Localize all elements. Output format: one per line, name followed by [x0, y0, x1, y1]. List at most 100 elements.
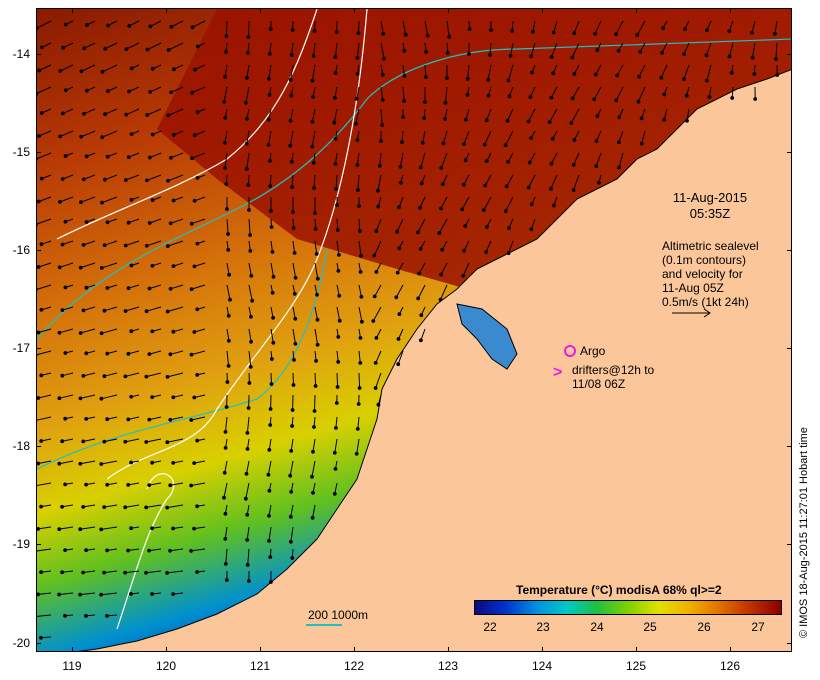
velocity-arrow	[101, 592, 118, 596]
velocity-arrow	[551, 42, 558, 58]
lon-tick-mark	[260, 8, 261, 13]
velocity-arrow-head	[247, 208, 251, 212]
sst-map-canvas	[37, 9, 791, 651]
velocity-arrow	[80, 196, 96, 203]
velocity-arrow	[246, 460, 250, 474]
velocity-arrow-head	[288, 514, 293, 519]
velocity-arrow	[595, 152, 602, 167]
velocity-arrow-head	[335, 203, 339, 207]
lon-tick-mark	[72, 647, 73, 652]
velocity-arrow	[81, 64, 96, 72]
velocity-arrow	[420, 328, 426, 341]
lon-tick-mark	[260, 647, 261, 652]
velocity-arrow-head	[377, 164, 382, 168]
velocity-arrow-head	[465, 93, 470, 97]
velocity-arrow	[292, 372, 294, 386]
temperature-colorbar	[474, 600, 782, 615]
velocity-arrow-head	[288, 143, 293, 148]
velocity-arrow-head	[357, 229, 362, 233]
depth-contour-legend-line	[306, 624, 342, 626]
velocity-arrow-head	[63, 219, 68, 224]
velocity-arrow	[149, 416, 162, 421]
velocity-arrow-head	[195, 570, 200, 574]
velocity-arrow-head	[129, 263, 134, 268]
velocity-arrow	[485, 240, 492, 253]
lat-tick-mark	[787, 54, 792, 55]
lon-tick-mark	[636, 8, 637, 13]
velocity-arrow-head	[189, 287, 194, 292]
velocity-arrow-head	[39, 373, 44, 378]
velocity-arrow-head	[171, 329, 176, 334]
velocity-arrow	[312, 438, 316, 452]
velocity-arrow-head	[192, 330, 197, 334]
velocity-arrow-head	[289, 489, 294, 494]
velocity-arrow-head	[462, 182, 466, 187]
velocity-arrow-head	[247, 381, 252, 385]
velocity-arrow-head	[505, 118, 510, 123]
velocity-arrow-head	[145, 47, 150, 52]
velocity-arrow-head	[148, 24, 153, 29]
velocity-arrow	[313, 174, 316, 189]
velocity-arrow-head	[486, 77, 491, 82]
velocity-arrow	[146, 372, 162, 378]
velocity-arrow-head	[508, 53, 513, 58]
lat-tick-mark	[787, 446, 792, 447]
velocity-arrow	[420, 152, 426, 168]
velocity-arrow	[149, 86, 162, 93]
velocity-arrow-head	[249, 314, 253, 319]
velocity-arrow-head	[225, 578, 229, 582]
velocity-arrow-head	[397, 246, 402, 251]
velocity-arrow	[38, 526, 52, 530]
argo-label: Argo	[580, 344, 606, 358]
velocity-arrow	[226, 218, 229, 235]
velocity-arrow	[146, 438, 162, 443]
velocity-arrow-head	[727, 54, 732, 59]
velocity-arrow	[246, 416, 250, 433]
velocity-arrow	[146, 570, 162, 574]
velocity-arrow	[573, 152, 580, 166]
velocity-arrow	[270, 262, 274, 277]
velocity-arrow-head	[193, 67, 197, 72]
velocity-arrow-head	[165, 309, 170, 314]
velocity-arrow-head	[99, 266, 104, 270]
velocity-arrow-head	[269, 209, 273, 213]
velocity-arrow-head	[594, 139, 599, 143]
velocity-arrow-head	[333, 467, 338, 471]
velocity-arrow	[418, 262, 426, 274]
velocity-arrow	[37, 482, 52, 486]
velocity-arrow-head	[246, 51, 250, 55]
lon-tick-label: 126	[719, 659, 741, 673]
velocity-arrow	[660, 64, 668, 79]
velocity-arrow	[80, 592, 96, 596]
velocity-arrow-head	[144, 440, 149, 444]
velocity-arrow-head	[617, 140, 621, 145]
velocity-arrow	[167, 438, 184, 443]
velocity-arrow	[224, 526, 228, 539]
velocity-arrow	[752, 42, 756, 58]
velocity-arrow-head	[268, 27, 273, 31]
velocity-arrow	[191, 284, 206, 290]
velocity-arrow	[83, 240, 96, 246]
velocity-arrow-head	[445, 76, 449, 80]
velocity-arrow-head	[481, 208, 486, 213]
velocity-arrow	[83, 108, 96, 115]
velocity-arrow-head	[401, 115, 405, 119]
velocity-arrow-head	[376, 402, 381, 407]
velocity-arrow	[125, 438, 140, 443]
velocity-arrow	[440, 196, 448, 209]
velocity-arrow-head	[291, 226, 296, 230]
velocity-arrow-head	[639, 141, 644, 146]
velocity-arrow	[59, 592, 74, 595]
velocity-arrow-head	[358, 270, 363, 274]
velocity-arrow-head	[506, 78, 511, 83]
velocity-arrow-head	[354, 451, 359, 456]
velocity-arrow-head	[129, 592, 133, 596]
velocity-arrow-head	[270, 357, 274, 361]
velocity-arrow-head	[373, 361, 378, 365]
velocity-arrow-head	[223, 562, 228, 566]
colorbar-tick-label: 23	[536, 620, 550, 634]
velocity-arrow-head	[380, 98, 385, 102]
velocity-arrow-head	[592, 97, 597, 102]
lon-tick-mark	[730, 8, 731, 13]
depth-contour-legend: 200 1000m	[308, 608, 369, 622]
